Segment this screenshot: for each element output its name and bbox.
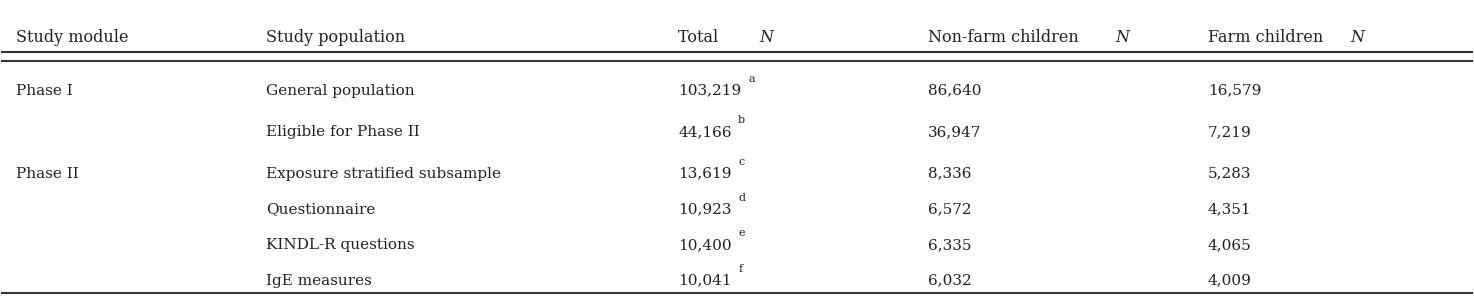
Text: Exposure stratified subsample: Exposure stratified subsample xyxy=(267,167,501,181)
Text: IgE measures: IgE measures xyxy=(267,274,371,288)
Text: 7,219: 7,219 xyxy=(1207,125,1251,139)
Text: N: N xyxy=(1350,28,1365,46)
Text: 103,219: 103,219 xyxy=(678,84,741,98)
Text: General population: General population xyxy=(267,84,414,98)
Text: e: e xyxy=(738,228,744,238)
Text: f: f xyxy=(738,264,743,274)
Text: c: c xyxy=(738,157,744,167)
Text: 6,032: 6,032 xyxy=(929,274,971,288)
Text: 5,283: 5,283 xyxy=(1207,167,1251,181)
Text: 44,166: 44,166 xyxy=(678,125,731,139)
Text: Phase II: Phase II xyxy=(16,167,78,181)
Text: 4,009: 4,009 xyxy=(1207,274,1251,288)
Text: 36,947: 36,947 xyxy=(929,125,982,139)
Text: Study module: Study module xyxy=(16,28,128,46)
Text: Phase I: Phase I xyxy=(16,84,72,98)
Text: N: N xyxy=(1116,28,1129,46)
Text: N: N xyxy=(759,28,772,46)
Text: Farm children: Farm children xyxy=(1207,28,1328,46)
Text: KINDL-R questions: KINDL-R questions xyxy=(267,238,414,252)
Text: d: d xyxy=(738,193,746,202)
Text: 13,619: 13,619 xyxy=(678,167,731,181)
Text: Total: Total xyxy=(678,28,724,46)
Text: 8,336: 8,336 xyxy=(929,167,971,181)
Text: Eligible for Phase II: Eligible for Phase II xyxy=(267,125,420,139)
Text: 4,065: 4,065 xyxy=(1207,238,1251,252)
Text: 10,400: 10,400 xyxy=(678,238,731,252)
Text: Non-farm children: Non-farm children xyxy=(929,28,1085,46)
Text: 10,923: 10,923 xyxy=(678,202,731,216)
Text: 86,640: 86,640 xyxy=(929,84,982,98)
Text: 6,335: 6,335 xyxy=(929,238,971,252)
Text: b: b xyxy=(738,115,746,125)
Text: Study population: Study population xyxy=(267,28,405,46)
Text: 10,041: 10,041 xyxy=(678,274,731,288)
Text: 4,351: 4,351 xyxy=(1207,202,1251,216)
Text: 6,572: 6,572 xyxy=(929,202,971,216)
Text: a: a xyxy=(749,74,755,84)
Text: Questionnaire: Questionnaire xyxy=(267,202,376,216)
Text: 16,579: 16,579 xyxy=(1207,84,1262,98)
